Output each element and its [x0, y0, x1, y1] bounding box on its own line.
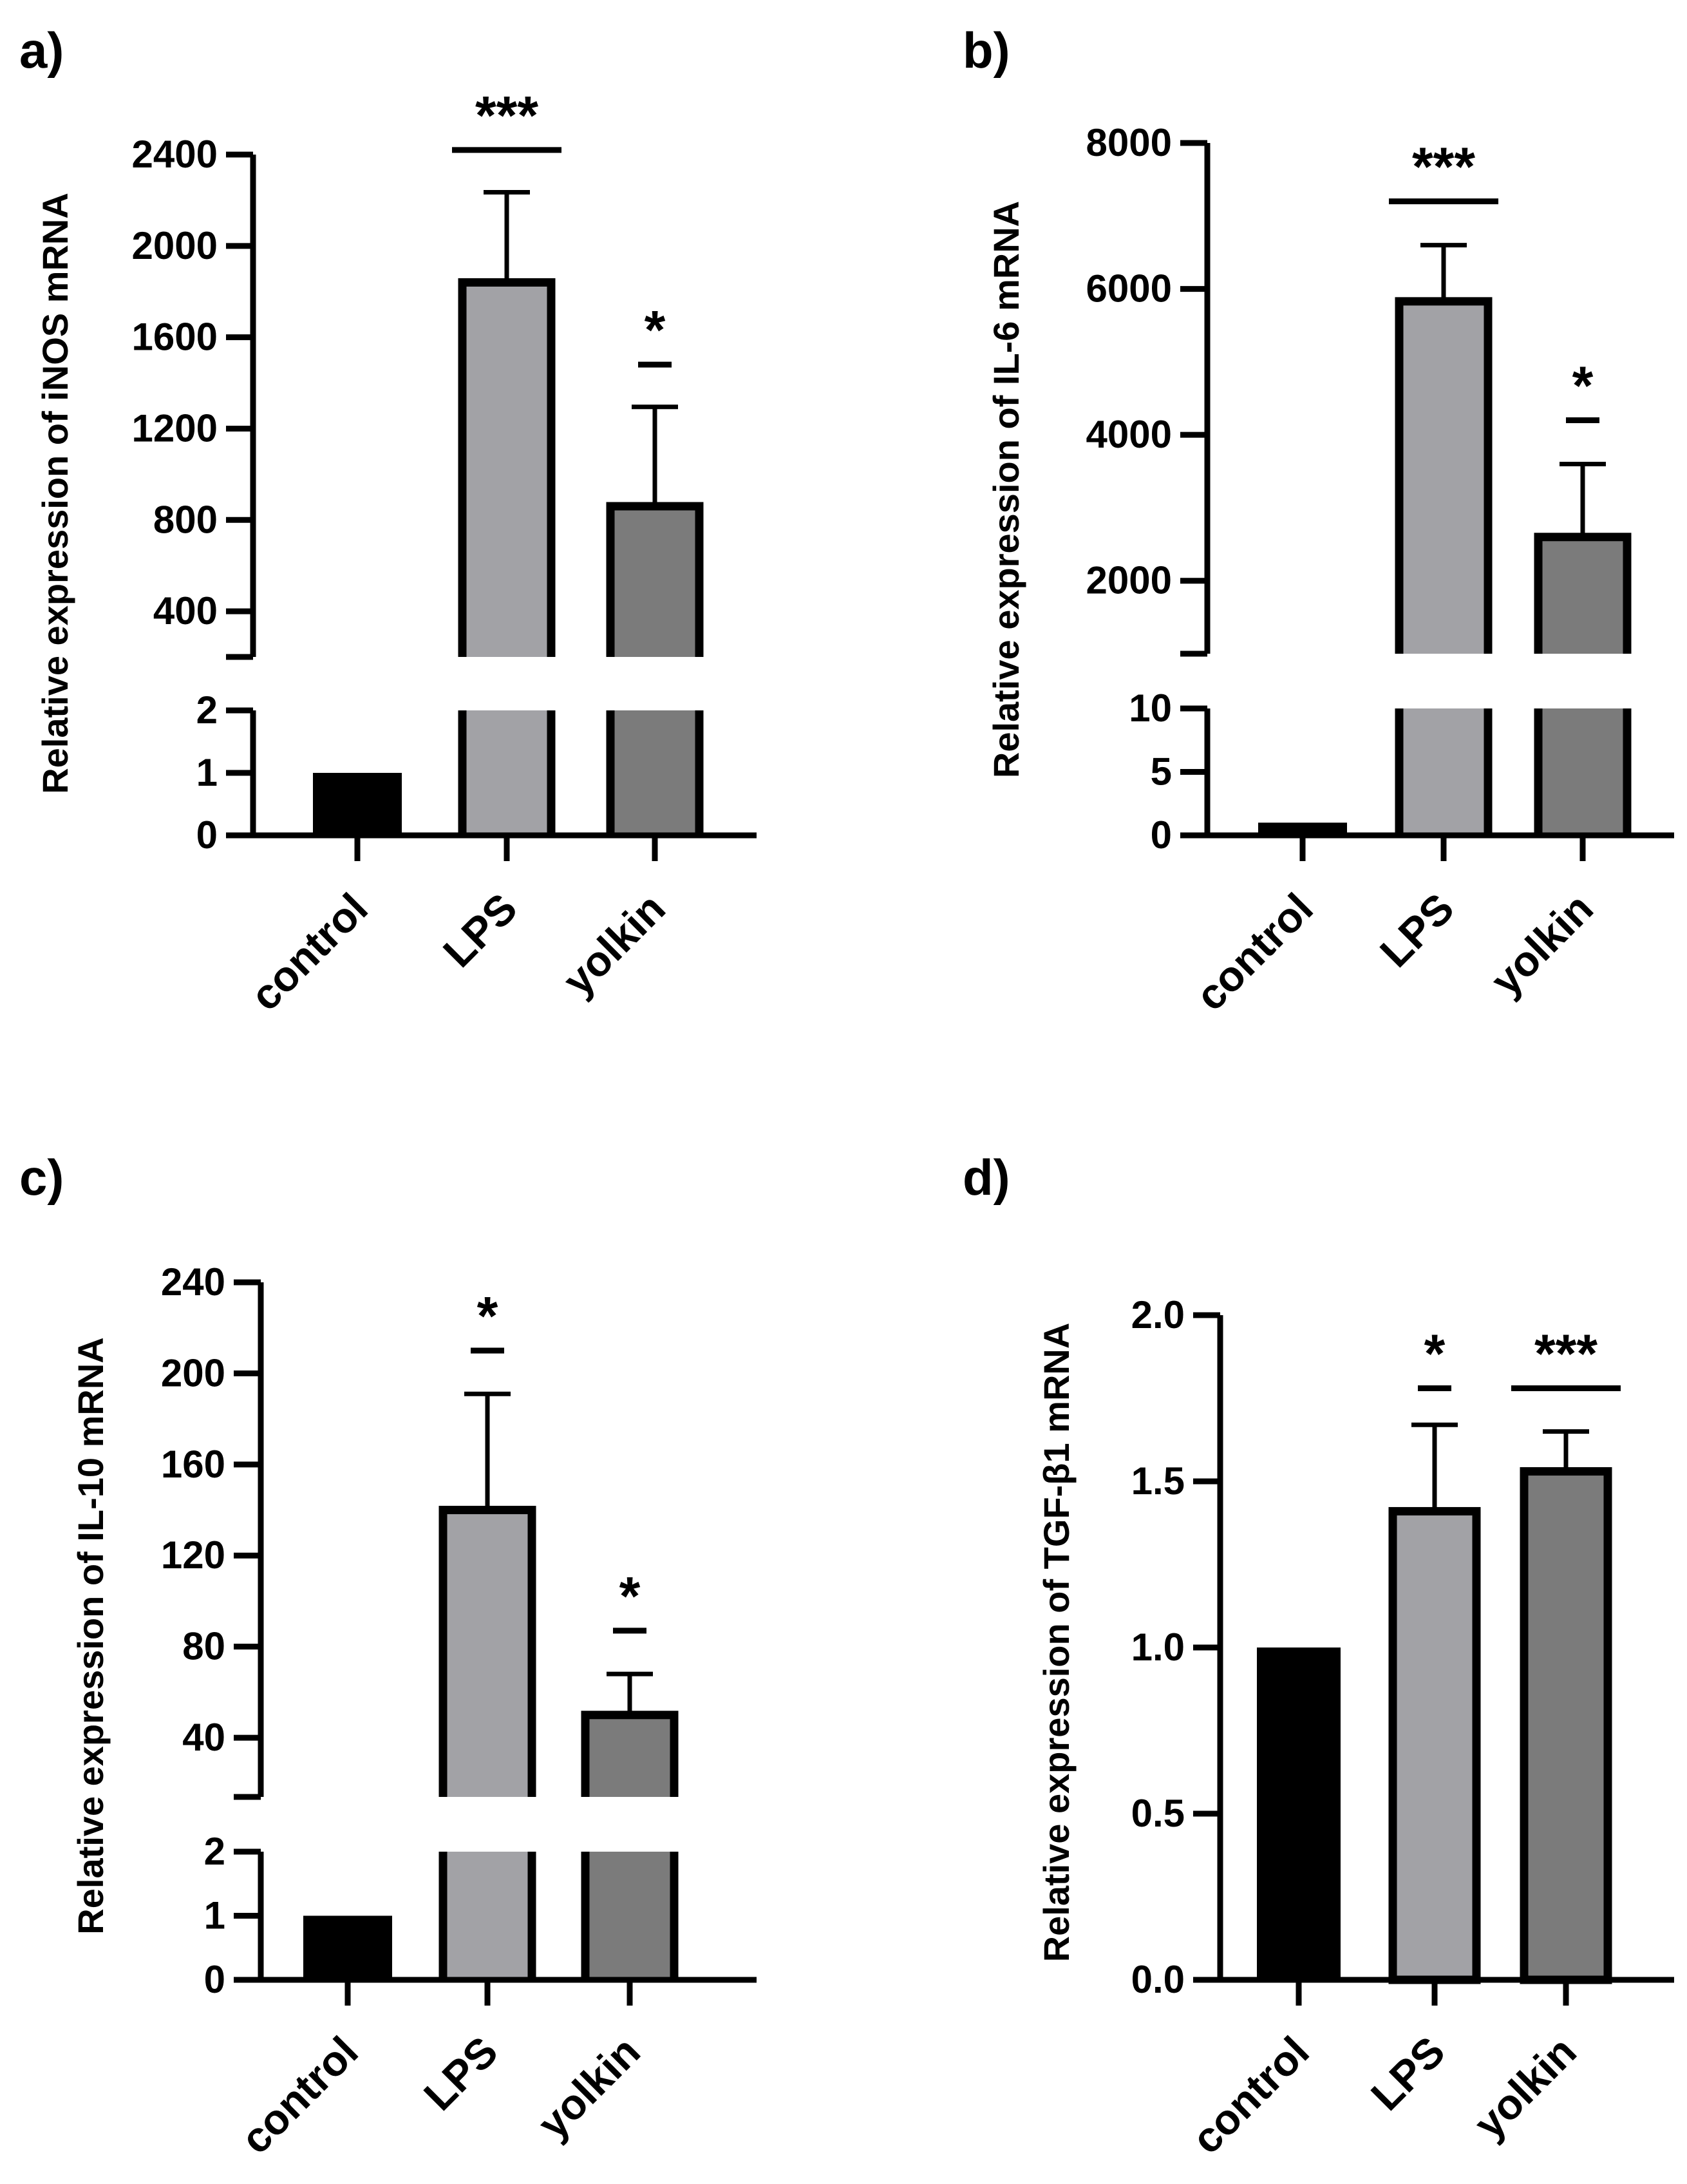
bar-yolkin — [1520, 1467, 1612, 1984]
bar-lower-yolkin — [585, 1852, 674, 1980]
bar-yolkin — [610, 506, 699, 657]
bar-outline-yolkin — [1534, 533, 1632, 654]
bar-lower-yolkin — [1538, 708, 1627, 835]
significance-label: * — [1424, 1324, 1446, 1384]
y-tick-label: 1 — [204, 1894, 225, 1937]
y-tick-label: 0 — [196, 813, 218, 857]
y-tick-label: 2 — [196, 688, 218, 732]
chart-panel-b: b)Relative expression of IL-6 mRNA****05… — [963, 22, 1674, 1020]
y-tick-label: 0 — [204, 1958, 225, 2001]
bar-lower-outline-yolkin — [581, 1852, 679, 1980]
y-axis-label: Relative expression of IL-6 mRNA — [986, 201, 1026, 778]
significance-label: *** — [1534, 1324, 1597, 1384]
bar-control — [303, 1915, 392, 1980]
bar-lower-outline-LPS — [438, 1852, 536, 1980]
bar-lower-LPS — [443, 1852, 532, 1980]
bar-control — [1258, 822, 1347, 835]
chart-panel-a: a)Relative expression of iNOS mRNA****01… — [19, 22, 757, 1020]
significance-label: * — [645, 299, 666, 360]
y-tick-label: 1600 — [132, 316, 218, 359]
significance-label: *** — [1412, 137, 1475, 197]
significance-label: * — [619, 1566, 641, 1626]
bar-LPS — [443, 1510, 532, 1797]
y-tick-label: 40 — [182, 1716, 225, 1759]
bar-lower-outline-LPS — [458, 710, 556, 835]
y-tick-label: 160 — [161, 1443, 225, 1486]
bar-lower-outline-LPS — [1395, 708, 1493, 835]
bar-control — [1257, 1647, 1341, 1980]
y-tick-label: 1.5 — [1131, 1459, 1185, 1503]
y-tick-label: 2.0 — [1131, 1293, 1185, 1336]
y-tick-label: 1 — [196, 751, 218, 794]
bar-lower-LPS — [462, 710, 551, 835]
x-tick-label-yolkin: yolkin — [1482, 884, 1602, 1005]
y-tick-label: 6000 — [1086, 267, 1172, 310]
y-axis-label: Relative expression of TGF-β1 mRNA — [1036, 1323, 1077, 1962]
y-tick-label: 1.0 — [1131, 1626, 1185, 1669]
bar-lower-outline-yolkin — [606, 710, 704, 835]
panel-label: a) — [19, 22, 64, 79]
bar-yolkin — [1538, 537, 1627, 654]
bar-LPS — [462, 282, 551, 658]
x-tick-label-LPS: LPS — [1371, 884, 1463, 976]
y-tick-label: 4000 — [1086, 413, 1172, 456]
chart-panel-d: d)Relative expression of TGF-β1 mRNA * ***… — [963, 1149, 1674, 2163]
y-tick-label: 200 — [161, 1351, 225, 1394]
y-tick-label: 0 — [1151, 813, 1172, 857]
bars — [313, 190, 704, 835]
bar-yolkin — [585, 1714, 674, 1797]
y-tick-label: 240 — [161, 1260, 225, 1304]
x-tick-label-control: control — [231, 2027, 366, 2163]
panel-label: c) — [19, 1149, 64, 1206]
x-tick-label-yolkin: yolkin — [1465, 2027, 1585, 2148]
x-tick-label-LPS: LPS — [1362, 2027, 1454, 2120]
bar-lower-outline-yolkin — [1534, 708, 1632, 835]
y-tick-label: 120 — [161, 1534, 225, 1577]
y-axis-label: Relative expression of IL-10 mRNA — [70, 1337, 111, 1934]
x-tick-label-control: control — [1182, 2027, 1317, 2163]
y-axis-label: Relative expression of iNOS mRNA — [35, 193, 75, 794]
y-tick-label: 2000 — [1086, 559, 1172, 602]
bar-lower-yolkin — [610, 710, 699, 835]
x-tick-label-LPS: LPS — [415, 2027, 507, 2120]
y-tick-label: 5 — [1151, 750, 1172, 793]
chart-panel-c: c)Relative expression of IL-10 mRNA**012… — [19, 1149, 757, 2163]
bar-LPS — [1399, 301, 1488, 654]
bars — [1257, 1422, 1612, 1984]
x-tick-label-control: control — [1186, 884, 1321, 1020]
bar-control — [313, 773, 402, 835]
y-tick-label: 800 — [153, 498, 218, 541]
bars — [1258, 243, 1632, 835]
bars — [303, 1391, 679, 1980]
y-tick-label: 0.5 — [1131, 1792, 1185, 1835]
significance-label: *** — [475, 85, 538, 146]
y-tick-label: 2 — [204, 1830, 225, 1873]
panel-label: d) — [963, 1149, 1010, 1206]
x-tick-label-control: control — [241, 884, 376, 1020]
x-tick-label-yolkin: yolkin — [529, 2027, 649, 2148]
bar-lower-LPS — [1399, 708, 1488, 835]
bar-outline-LPS — [438, 1506, 536, 1797]
y-tick-label: 2400 — [132, 133, 218, 176]
y-tick-label: 2000 — [132, 224, 218, 267]
y-tick-label: 0.0 — [1131, 1958, 1185, 2001]
x-tick-label-yolkin: yolkin — [554, 884, 674, 1005]
y-tick-label: 400 — [153, 589, 218, 632]
y-tick-label: 10 — [1129, 687, 1172, 730]
y-tick-label: 8000 — [1086, 121, 1172, 164]
y-tick-label: 80 — [182, 1625, 225, 1668]
x-tick-label-LPS: LPS — [434, 884, 526, 976]
significance-label: * — [1572, 355, 1594, 415]
bar-outline-yolkin — [581, 1711, 679, 1797]
significance-label: * — [477, 1286, 498, 1346]
panel-label: b) — [963, 22, 1010, 79]
y-tick-label: 1200 — [132, 406, 218, 450]
bar-LPS — [1388, 1506, 1481, 1984]
